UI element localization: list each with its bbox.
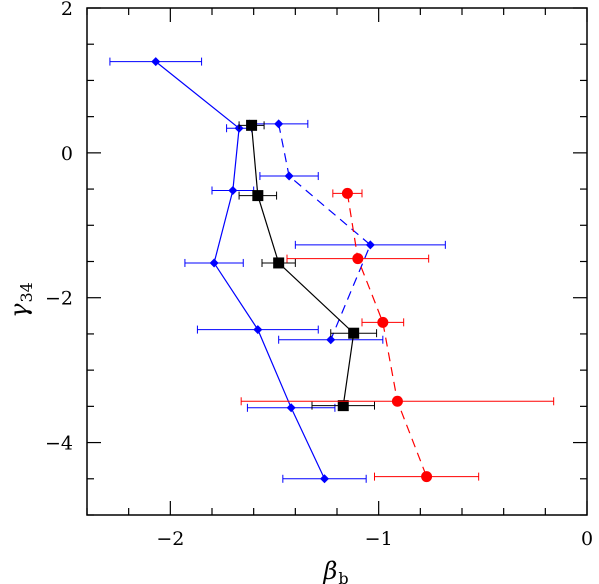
data-point <box>273 257 285 269</box>
data-point <box>253 325 263 335</box>
data-point <box>274 119 284 129</box>
data-point <box>348 327 360 339</box>
x-tick-label: −1 <box>365 528 393 550</box>
plot-frame <box>86 7 588 516</box>
data-point <box>337 400 349 412</box>
chart-marks <box>109 57 555 484</box>
x-tick-label: 0 <box>581 528 593 550</box>
data-point <box>246 119 258 131</box>
data-point <box>421 471 433 483</box>
series-line <box>278 123 372 340</box>
data-point <box>320 474 329 484</box>
data-point <box>209 258 219 268</box>
data-point <box>151 57 161 67</box>
series-line <box>346 193 428 477</box>
series-1 <box>109 57 367 484</box>
y-tick-label: −4 <box>45 433 73 455</box>
data-point <box>352 253 364 265</box>
x-axis-label: βb <box>322 557 348 584</box>
data-point <box>326 335 336 345</box>
x-tick-label: −2 <box>156 528 184 550</box>
data-point <box>377 316 389 328</box>
y-tick-label: −2 <box>45 288 73 310</box>
series-2 <box>249 119 446 345</box>
tick-labels: −2 −1 0 2 0 −2 −4 <box>45 0 593 550</box>
data-point <box>341 187 353 199</box>
series-4 <box>240 187 555 483</box>
y-tick-label: 0 <box>61 143 73 165</box>
data-point <box>252 190 264 202</box>
y-tick-label: 2 <box>61 0 73 20</box>
axis-ticks <box>86 7 588 516</box>
data-point <box>391 395 403 407</box>
data-point <box>228 186 238 196</box>
y-axis-label: γ34 <box>5 282 36 318</box>
series-3 <box>238 119 378 412</box>
data-point <box>286 403 296 413</box>
data-point <box>284 171 294 181</box>
data-point <box>365 240 375 250</box>
series-line <box>250 125 355 406</box>
